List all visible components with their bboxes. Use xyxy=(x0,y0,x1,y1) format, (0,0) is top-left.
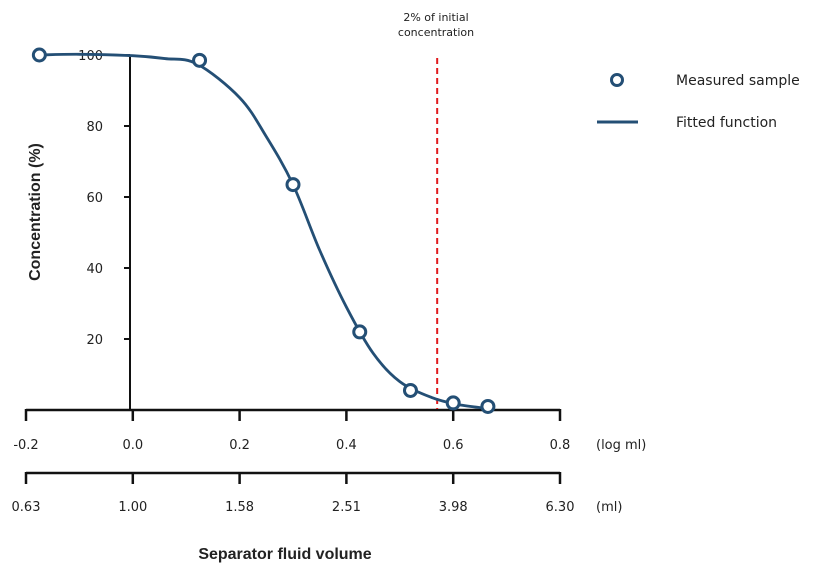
x-tick-log-label: -0.2 xyxy=(13,438,38,453)
x-tick-log-label: 0.0 xyxy=(122,438,143,453)
x-ticks-ml: 0.63 1.00 1.58 2.51 3.98 6.30 xyxy=(12,472,575,515)
x-axis-ml-unit: (ml) xyxy=(596,500,622,515)
measured-sample-markers xyxy=(31,47,496,414)
x-tick-log-label: 0.4 xyxy=(336,438,357,453)
x-tick-log-label: 0.8 xyxy=(550,438,571,453)
x-tick-ml-label: 0.63 xyxy=(12,500,41,515)
plot-area: 20 40 60 80 100 -0.2 0.0 0.2 0.4 0.6 0.8 0.63 1.00… xyxy=(12,47,575,515)
fitted-function-line xyxy=(39,52,486,410)
y-tick-label: 40 xyxy=(86,262,103,277)
y-tick-label: 20 xyxy=(86,333,103,348)
legend-marker-icon xyxy=(610,73,624,87)
measured-point xyxy=(402,382,418,398)
y-ticks: 20 40 60 80 100 xyxy=(78,49,130,348)
measured-point xyxy=(285,177,301,193)
y-tick-label: 100 xyxy=(78,49,103,64)
measured-point xyxy=(192,52,208,68)
x-tick-log-label: 0.2 xyxy=(229,438,250,453)
measured-point xyxy=(445,395,461,411)
x-tick-ml-label: 2.51 xyxy=(332,500,361,515)
measured-point xyxy=(480,398,496,414)
y-tick-label: 80 xyxy=(86,120,103,135)
threshold-label-line2: concentration xyxy=(398,26,474,39)
legend-label-measured: Measured sample xyxy=(676,73,800,89)
x-tick-ml-label: 6.30 xyxy=(546,500,575,515)
x-tick-ml-label: 1.00 xyxy=(118,500,147,515)
x-tick-ml-label: 1.58 xyxy=(225,500,254,515)
measured-point xyxy=(352,324,368,340)
x-axis-title: Separator fluid volume xyxy=(198,546,371,563)
x-tick-log-label: 0.6 xyxy=(443,438,464,453)
threshold-label-line1: 2% of initial xyxy=(403,11,468,24)
legend: Measured sample Fitted function xyxy=(597,73,800,131)
measured-point xyxy=(31,47,47,63)
x-axis-log-unit: (log ml) xyxy=(596,438,646,453)
y-axis-title: Concentration (%) xyxy=(27,143,44,281)
legend-label-fitted: Fitted function xyxy=(676,115,777,131)
y-tick-label: 60 xyxy=(86,191,103,206)
x-tick-ml-label: 3.98 xyxy=(439,500,468,515)
x-ticks-log: -0.2 0.0 0.2 0.4 0.6 0.8 xyxy=(13,409,570,453)
